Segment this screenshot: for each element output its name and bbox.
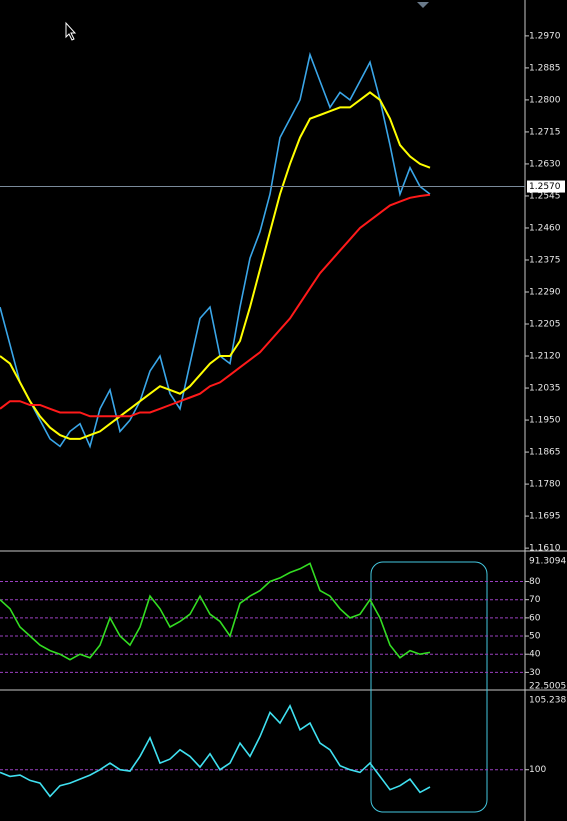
y-tick-label: 40 [529,650,541,660]
y-max-label: 105.2385 [529,696,567,706]
y-tick-label: 1.2630 [529,159,561,169]
current-price-box [527,180,565,193]
y-tick-label: 1.2545 [529,191,561,201]
y-tick-label: 1.2885 [529,63,561,73]
y-tick-label: 1.2460 [529,223,561,233]
series-line [0,193,431,418]
y-tick-label: 70 [529,595,541,605]
y-tick-label: 30 [529,668,541,678]
highlight-box [370,561,488,813]
series-line [0,562,431,661]
y-tick-label: 1.1950 [529,416,561,426]
y-tick-label: 80 [529,577,541,587]
y-tick-label: 1.2375 [529,255,561,265]
y-tick-label: 1.2715 [529,127,561,137]
y-tick-label: 1.2290 [529,288,561,298]
y-min-label: 22.5005 [529,682,566,692]
y-tick-label: 100 [529,765,546,775]
y-tick-label: 1.1610 [529,544,561,554]
y-tick-label: 1.2035 [529,384,561,394]
y-tick-label: 1.1695 [529,512,561,522]
current-price-label: 1.2570 [529,182,561,192]
series-line [0,91,431,440]
y-tick-label: 1.2800 [529,95,561,105]
mouse-cursor [65,21,77,41]
y-tick-label: 1.2205 [529,320,561,330]
y-tick-label: 50 [529,632,541,642]
y-max-label: 91.3094 [529,557,566,567]
y-tick-label: 1.1780 [529,480,561,490]
series-line [0,51,431,449]
y-tick-label: 1.2970 [529,31,561,41]
y-tick-label: 1.2120 [529,352,561,362]
y-tick-label: 1.1865 [529,448,561,458]
scroll-marker [417,2,429,8]
series-line [0,703,431,798]
y-tick-label: 60 [529,613,541,623]
